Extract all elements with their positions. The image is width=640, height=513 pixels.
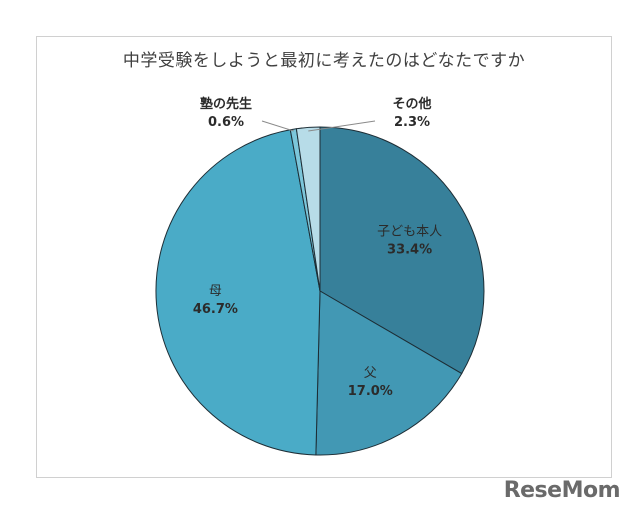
pie-slice — [155, 129, 321, 456]
leader-line — [261, 120, 294, 132]
slice-value-label: 0.6% — [208, 115, 244, 130]
slice-value-label: 46.7% — [193, 302, 238, 317]
pie-slice — [295, 126, 321, 292]
slice-label: 父 — [364, 366, 377, 381]
slice-label: 子ども本人 — [377, 225, 442, 240]
slice-label: 母 — [209, 284, 222, 299]
leader-line — [308, 120, 376, 132]
pie-slice — [315, 290, 463, 456]
chart-title: 中学受験をしようと最初に考えたのはどなたですか — [122, 51, 526, 71]
slice-value-label: 17.0% — [348, 384, 393, 399]
slice-value-label: 33.4% — [387, 243, 432, 258]
resemom-logo: ReseMom — [503, 478, 621, 503]
slice-label: 塾の先生 — [200, 96, 252, 112]
slice-label: その他 — [392, 96, 431, 112]
slice-value-label: 2.3% — [394, 115, 430, 130]
pie-slice — [319, 126, 485, 375]
